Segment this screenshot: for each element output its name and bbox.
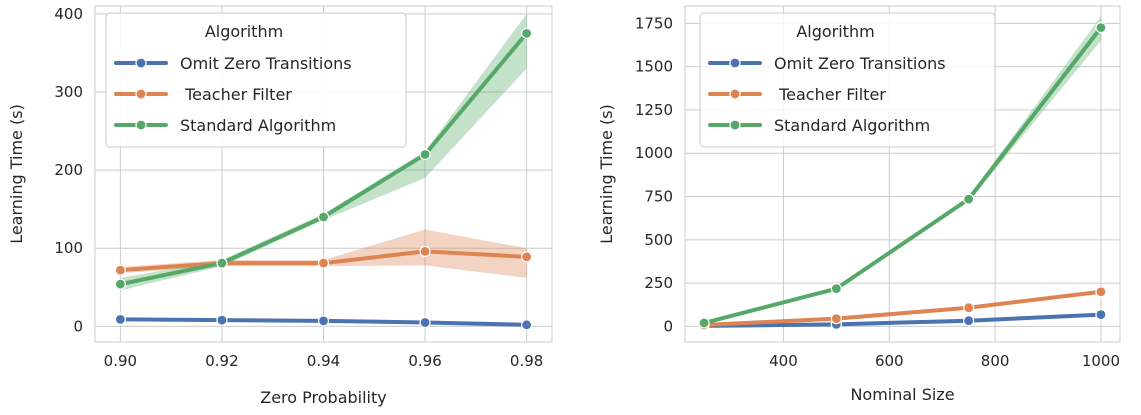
data-point-standard-algorithm bbox=[698, 317, 710, 329]
legend-marker-teacher-filter bbox=[729, 88, 741, 100]
data-point-teacher-filter bbox=[419, 245, 431, 257]
data-point-teacher-filter bbox=[317, 257, 330, 269]
x-tick-label: 0.96 bbox=[408, 352, 441, 370]
legend-marker-standard-algorithm bbox=[729, 119, 741, 131]
data-point-omit-zero-transitions bbox=[521, 319, 533, 331]
y-tick-label: 0 bbox=[663, 317, 673, 335]
data-point-teacher-filter bbox=[114, 264, 126, 276]
x-tick-label: 0.98 bbox=[510, 352, 543, 370]
data-point-standard-algorithm bbox=[1095, 22, 1107, 34]
series-line-standard-algorithm bbox=[702, 25, 1103, 325]
data-point-standard-algorithm bbox=[216, 257, 228, 269]
data-point-standard-algorithm bbox=[830, 283, 842, 295]
data-point-teacher-filter bbox=[963, 302, 975, 314]
y-tick-label: 0 bbox=[73, 317, 83, 335]
x-tick-label: 800 bbox=[981, 352, 1010, 370]
x-axis-label: Zero Probability bbox=[260, 388, 386, 407]
y-tick-label: 1500 bbox=[635, 58, 673, 76]
legend-label-teacher-filter: Teacher Filter bbox=[774, 85, 886, 104]
x-tick-label: 400 bbox=[769, 352, 798, 370]
y-tick-label: 500 bbox=[644, 231, 673, 249]
y-tick-label: 400 bbox=[54, 5, 83, 23]
legend: Algorithm Omit Zero Transitions Teacher F… bbox=[105, 12, 407, 148]
data-point-omit-zero-transitions bbox=[114, 313, 126, 325]
x-tick-label: 1000 bbox=[1082, 352, 1120, 370]
legend-marker-omit-zero-transitions bbox=[135, 57, 147, 69]
legend-title: Algorithm bbox=[205, 22, 283, 41]
legend-title: Algorithm bbox=[796, 22, 874, 41]
x-tick-label: 600 bbox=[875, 352, 904, 370]
data-point-teacher-filter bbox=[830, 313, 842, 325]
legend-label-omit-zero-transitions: Omit Zero Transitions bbox=[180, 54, 352, 73]
legend-label-standard-algorithm: Standard Algorithm bbox=[180, 116, 336, 135]
legend-label-omit-zero-transitions: Omit Zero Transitions bbox=[774, 54, 946, 73]
x-tick-label: 0.94 bbox=[307, 352, 340, 370]
data-point-teacher-filter bbox=[1095, 286, 1107, 298]
data-point-standard-algorithm bbox=[521, 27, 533, 39]
data-point-omit-zero-transitions bbox=[1095, 309, 1107, 321]
y-tick-label: 1000 bbox=[635, 144, 673, 162]
data-point-standard-algorithm bbox=[963, 193, 975, 205]
series-line-teacher-filter bbox=[702, 289, 1103, 328]
y-tick-label: 300 bbox=[54, 83, 83, 101]
data-point-omit-zero-transitions bbox=[963, 315, 975, 327]
x-axis-label: Nominal Size bbox=[850, 385, 954, 404]
data-point-standard-algorithm bbox=[419, 148, 431, 161]
x-tick-label: 0.90 bbox=[104, 352, 137, 370]
x-tick-label: 0.92 bbox=[205, 352, 238, 370]
data-point-standard-algorithm bbox=[317, 211, 330, 223]
data-point-teacher-filter bbox=[521, 251, 533, 263]
y-tick-label: 1750 bbox=[635, 14, 673, 32]
legend-frame bbox=[699, 12, 996, 148]
chart-1: 0.90 0.92 0.94 0.96 0.98 0 100 200 300 400 Zero Pr… bbox=[7, 5, 553, 407]
data-point-omit-zero-transitions bbox=[317, 315, 330, 327]
legend-marker-omit-zero-transitions bbox=[729, 57, 741, 69]
y-axis-label: Learning Time (s) bbox=[7, 104, 26, 244]
y-tick-label: 100 bbox=[54, 239, 83, 257]
series-line-omit-zero-transitions bbox=[702, 312, 1103, 328]
chart-2: 400 600 800 1000 0 250 500 750 1000 1250 1500 1750 N… bbox=[597, 5, 1121, 404]
y-tick-label: 200 bbox=[54, 161, 83, 179]
y-tick-label: 250 bbox=[644, 274, 673, 292]
data-point-omit-zero-transitions bbox=[216, 314, 228, 326]
legend-frame bbox=[105, 12, 407, 148]
legend-label-teacher-filter: Teacher Filter bbox=[180, 85, 292, 104]
legend-label-standard-algorithm: Standard Algorithm bbox=[774, 116, 930, 135]
y-tick-label: 1250 bbox=[635, 101, 673, 119]
legend-marker-teacher-filter bbox=[135, 88, 147, 100]
data-point-standard-algorithm bbox=[114, 278, 126, 290]
y-tick-label: 750 bbox=[644, 188, 673, 206]
legend: Algorithm Omit Zero Transitions Teacher F… bbox=[699, 12, 996, 148]
ci-band-standard-algorithm bbox=[120, 13, 527, 291]
data-point-omit-zero-transitions bbox=[419, 316, 431, 329]
y-axis-label: Learning Time (s) bbox=[597, 104, 616, 244]
legend-marker-standard-algorithm bbox=[135, 119, 147, 131]
